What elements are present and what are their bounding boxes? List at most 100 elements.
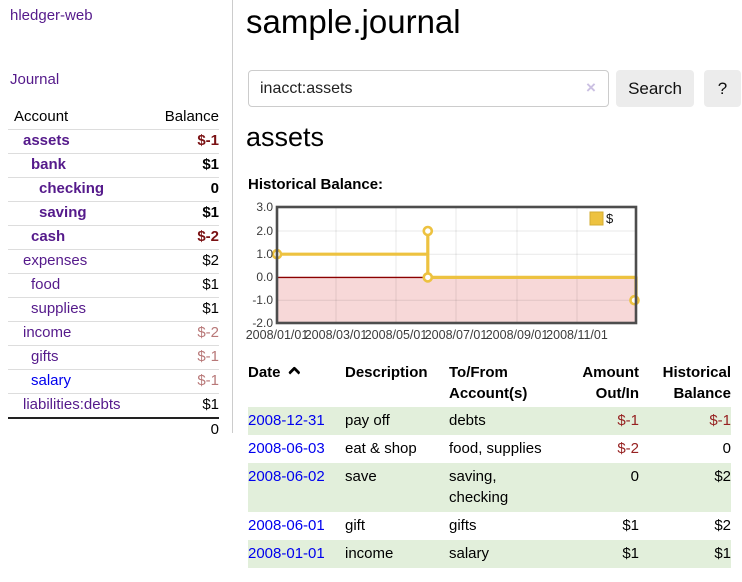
sort-ascending-icon [287,366,301,379]
account-balance: $-2 [197,324,219,341]
account-row-expenses: expenses $2 [8,249,219,273]
accounts-table: Account Balance assets $-1 bank $1 check… [8,106,219,442]
svg-text:2008/03/01: 2008/03/01 [305,328,368,342]
svg-text:0.0: 0.0 [256,270,273,284]
accounts-column-header: To/From Account(s) [449,364,528,402]
accounts-total-value: 0 [210,421,219,438]
register-row: 2008-06-02 save saving, checking 0 $2 [248,463,731,512]
account-balance: $-1 [197,132,219,149]
page-title: sample.journal [246,3,461,40]
transaction-amount: 0 [630,468,639,485]
balance-column-header: Balance [164,108,219,125]
help-button[interactable]: ? [704,70,741,107]
account-row-gifts: gifts $-1 [8,345,219,369]
svg-text:3.0: 3.0 [256,200,273,214]
transaction-amount: $-2 [617,440,639,457]
account-balance: 0 [210,180,219,197]
transaction-amount: $1 [622,517,639,534]
register-row: 2008-01-01 income salary $1 $1 [248,540,731,568]
account-balance: $1 [202,276,219,293]
register-header-row: Date Description To/From Account(s) Amou… [248,360,731,407]
transaction-description: income [345,545,394,562]
transaction-balance: $2 [714,468,731,485]
transaction-amount: $-1 [617,412,639,429]
transaction-accounts: debts [449,412,486,429]
account-link[interactable]: checking [39,180,105,197]
account-balance: $-1 [197,372,219,389]
account-link[interactable]: gifts [31,348,59,365]
account-column-header: Account [14,108,69,125]
legend-swatch-icon [589,211,604,226]
chart-legend: $ [589,211,614,226]
legend-label: $ [606,211,614,226]
account-row-saving: saving $1 [8,201,219,225]
svg-text:2008/11/01: 2008/11/01 [546,328,608,342]
account-balance: $1 [202,396,219,413]
account-balance: $-1 [197,348,219,365]
account-link[interactable]: salary [31,372,72,389]
account-link[interactable]: income [23,324,72,341]
chart-x-axis-labels: 2008/01/01 2008/03/01 2008/05/01 2008/07… [246,328,608,342]
transaction-amount: $1 [622,545,639,562]
transaction-balance: $2 [714,517,731,534]
transaction-accounts: food, supplies [449,440,542,457]
svg-text:2.0: 2.0 [256,224,273,238]
account-link[interactable]: cash [31,228,66,245]
svg-text:2008/09/01: 2008/09/01 [486,328,549,342]
transaction-description: pay off [345,412,390,429]
account-link[interactable]: food [31,276,61,293]
transaction-description: eat & shop [345,440,417,457]
chart-border [275,205,638,325]
account-link[interactable]: supplies [31,300,87,317]
accounts-total-row: 0 [8,417,219,442]
historical-balance-chart[interactable]: $ 3.0 2.0 1.0 0.0 -1.0 -2.0 2008/01/01 2… [246,198,640,346]
search-input[interactable] [248,70,609,107]
transaction-date-link[interactable]: 2008-06-01 [248,517,325,534]
search-button[interactable]: Search [616,70,694,107]
transaction-date-link[interactable]: 2008-12-31 [248,412,325,429]
account-row-supplies: supplies $1 [8,297,219,321]
transaction-description: gift [345,517,366,534]
description-column-header: Description [345,364,428,381]
account-link[interactable]: assets [23,132,70,149]
chart-negative-region [277,277,636,323]
account-link[interactable]: liabilities:debts [23,396,121,413]
account-link[interactable]: saving [39,204,87,221]
transaction-date-link[interactable]: 2008-01-01 [248,545,325,562]
chart-y-axis-labels: 3.0 2.0 1.0 0.0 -1.0 -2.0 [252,200,273,330]
transaction-description: save [345,468,377,485]
balance-column-header: Historical Balance [662,364,731,402]
transaction-balance: 0 [722,440,731,457]
account-balance: $1 [202,204,219,221]
svg-text:2008/05/01: 2008/05/01 [365,328,428,342]
svg-text:2008/01/01: 2008/01/01 [246,328,308,342]
account-balance: $2 [202,252,219,269]
account-row-food: food $1 [8,273,219,297]
account-row-bank: bank $1 [8,153,219,177]
sidebar-divider [232,0,233,433]
transaction-accounts: salary [449,545,490,562]
amount-column-header: Amount Out/In [582,364,639,402]
transaction-date-link[interactable]: 2008-06-03 [248,440,325,457]
svg-text:-2.0: -2.0 [252,316,273,330]
account-balance: $1 [202,156,219,173]
clear-search-icon[interactable]: × [586,78,596,97]
transaction-date-link[interactable]: 2008-06-02 [248,468,325,485]
account-link[interactable]: bank [31,156,67,173]
register-row: 2008-12-31 pay off debts $-1 $-1 [248,407,731,435]
account-row-cash: cash $-2 [8,225,219,249]
svg-text:2008/07/01: 2008/07/01 [425,328,488,342]
app-brand-link[interactable]: hledger-web [10,7,93,24]
account-link[interactable]: expenses [23,252,88,269]
account-balance: $-2 [197,228,219,245]
chart-title: Historical Balance: [248,176,384,193]
account-page-heading: assets [246,122,325,152]
transaction-accounts: gifts [449,517,477,534]
account-row-salary: salary $-1 [8,369,219,393]
account-row-liabilities-debts: liabilities:debts $1 [8,393,219,417]
date-column-header[interactable]: Date [248,360,345,407]
sidebar-item-journal[interactable]: Journal [10,71,60,88]
transaction-balance: $-1 [709,412,731,429]
account-row-income: income $-2 [8,321,219,345]
account-row-assets: assets $-1 [8,129,219,153]
